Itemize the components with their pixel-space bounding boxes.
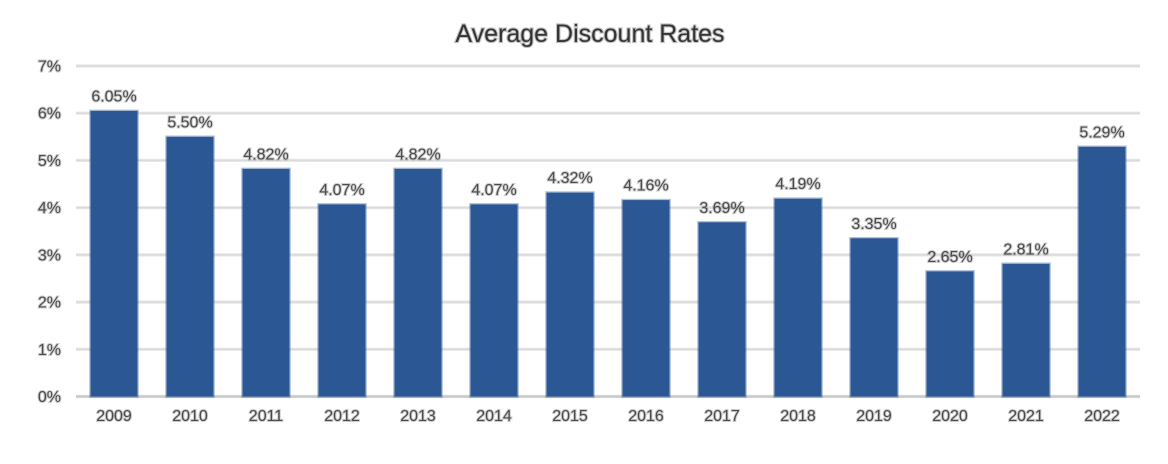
svg-text:2014: 2014: [476, 408, 512, 425]
svg-text:2012: 2012: [324, 408, 360, 425]
svg-text:3.35%: 3.35%: [851, 216, 896, 233]
svg-text:5%: 5%: [38, 153, 61, 170]
svg-text:4.07%: 4.07%: [319, 182, 364, 199]
svg-text:4.19%: 4.19%: [775, 176, 820, 193]
svg-text:2010: 2010: [172, 408, 208, 425]
svg-text:4.82%: 4.82%: [243, 146, 288, 163]
svg-text:2021: 2021: [1008, 408, 1044, 425]
svg-text:3.69%: 3.69%: [699, 200, 744, 217]
svg-text:7%: 7%: [38, 59, 61, 76]
svg-text:2016: 2016: [628, 408, 664, 425]
svg-text:2018: 2018: [780, 408, 816, 425]
svg-text:2020: 2020: [932, 408, 968, 425]
svg-text:2.81%: 2.81%: [1003, 241, 1048, 258]
svg-text:3.35%: 3.35%: [851, 216, 896, 233]
svg-text:4.82%: 4.82%: [395, 146, 440, 163]
svg-text:7%: 7%: [38, 59, 61, 76]
svg-text:5.50%: 5.50%: [167, 114, 212, 131]
svg-text:4.82%: 4.82%: [243, 146, 288, 163]
svg-text:2019: 2019: [856, 408, 892, 425]
svg-text:4%: 4%: [38, 200, 61, 217]
svg-text:Average Discount Rates: Average Discount Rates: [455, 20, 724, 48]
svg-text:6%: 6%: [38, 106, 61, 123]
svg-text:2017: 2017: [704, 408, 740, 425]
svg-text:4.07%: 4.07%: [471, 182, 516, 199]
svg-text:2013: 2013: [400, 408, 436, 425]
svg-text:2011: 2011: [249, 408, 284, 425]
svg-text:4.16%: 4.16%: [623, 178, 668, 195]
svg-text:3.69%: 3.69%: [699, 200, 744, 217]
svg-text:3%: 3%: [38, 247, 61, 264]
svg-text:4%: 4%: [38, 200, 61, 217]
svg-text:4.16%: 4.16%: [623, 178, 668, 195]
svg-text:2009: 2009: [96, 408, 132, 425]
svg-text:1%: 1%: [38, 342, 61, 359]
svg-text:6%: 6%: [38, 106, 61, 123]
svg-text:2011: 2011: [249, 408, 284, 425]
svg-text:4.19%: 4.19%: [775, 176, 820, 193]
svg-text:2018: 2018: [780, 408, 816, 425]
svg-text:2022: 2022: [1084, 408, 1120, 425]
svg-text:2019: 2019: [856, 408, 892, 425]
svg-text:1%: 1%: [38, 342, 61, 359]
svg-text:2010: 2010: [172, 408, 208, 425]
svg-text:Average Discount Rates: Average Discount Rates: [455, 20, 724, 48]
svg-text:2.65%: 2.65%: [927, 249, 972, 266]
svg-text:4.32%: 4.32%: [547, 170, 592, 187]
svg-text:2012: 2012: [324, 408, 360, 425]
svg-text:2016: 2016: [628, 408, 664, 425]
svg-text:3%: 3%: [38, 247, 61, 264]
svg-text:2014: 2014: [476, 408, 512, 425]
svg-text:6.05%: 6.05%: [91, 88, 136, 105]
svg-text:0%: 0%: [38, 389, 61, 406]
svg-text:2%: 2%: [38, 295, 61, 312]
svg-text:2021: 2021: [1008, 408, 1044, 425]
svg-text:2022: 2022: [1084, 408, 1120, 425]
svg-text:2.65%: 2.65%: [927, 249, 972, 266]
svg-text:2%: 2%: [38, 295, 61, 312]
svg-text:6.05%: 6.05%: [91, 88, 136, 105]
svg-text:2020: 2020: [932, 408, 968, 425]
svg-text:5%: 5%: [38, 153, 61, 170]
svg-text:2013: 2013: [400, 408, 436, 425]
svg-text:5.29%: 5.29%: [1079, 124, 1124, 141]
svg-text:2009: 2009: [96, 408, 132, 425]
svg-text:4.07%: 4.07%: [319, 182, 364, 199]
svg-text:0%: 0%: [38, 389, 61, 406]
svg-text:4.07%: 4.07%: [471, 182, 516, 199]
svg-text:2017: 2017: [704, 408, 740, 425]
svg-text:2.81%: 2.81%: [1003, 241, 1048, 258]
svg-text:2015: 2015: [552, 408, 588, 425]
svg-text:5.50%: 5.50%: [167, 114, 212, 131]
svg-text:4.32%: 4.32%: [547, 170, 592, 187]
svg-text:2015: 2015: [552, 408, 588, 425]
svg-text:4.82%: 4.82%: [395, 146, 440, 163]
svg-text:5.29%: 5.29%: [1079, 124, 1124, 141]
